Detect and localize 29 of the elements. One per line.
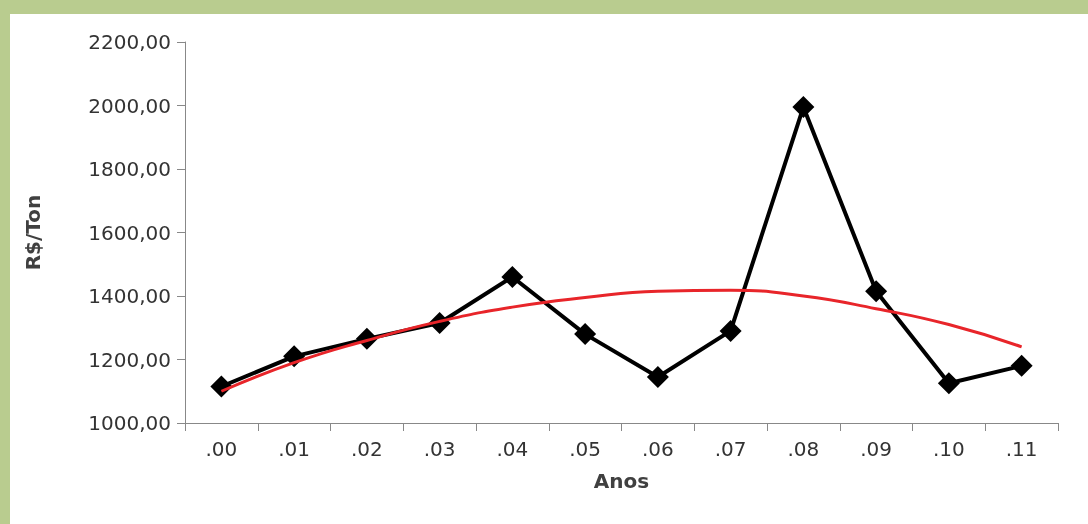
y-tick-label: 1800,00 (88, 157, 171, 181)
x-tick-label: .11 (1005, 437, 1038, 461)
y-tick-label: 1600,00 (88, 220, 171, 245)
point (646, 365, 669, 388)
point (937, 372, 960, 395)
point (719, 319, 742, 342)
x-tick-label: .00 (205, 437, 238, 461)
point (865, 280, 888, 303)
point (792, 96, 815, 119)
x-tick-label: .05 (569, 437, 602, 461)
x-tick-label: .10 (932, 437, 965, 461)
x-tick-label: .08 (787, 437, 820, 461)
y-axis-title: R$/Ton (21, 194, 45, 271)
point (1010, 354, 1033, 377)
y-tick-label: 2200,00 (88, 30, 171, 54)
x-axis-title: Anos (593, 469, 650, 493)
y-tick-label: 1200,00 (88, 347, 171, 372)
point (574, 323, 597, 346)
y-tick-label: 2000,00 (88, 93, 171, 118)
x-tick-label: .09 (860, 437, 893, 461)
y-tick-label: 1000,00 (88, 411, 171, 435)
x-tick-label: .01 (278, 437, 311, 461)
point (501, 265, 524, 288)
x-tick-label: .03 (423, 437, 456, 461)
x-tick-label: .02 (350, 437, 383, 461)
y-tick-label: 1400,00 (88, 284, 171, 308)
x-tick-label: .04 (496, 437, 529, 461)
x-tick-label: .07 (714, 437, 747, 461)
x-tick-label: .06 (641, 437, 674, 461)
